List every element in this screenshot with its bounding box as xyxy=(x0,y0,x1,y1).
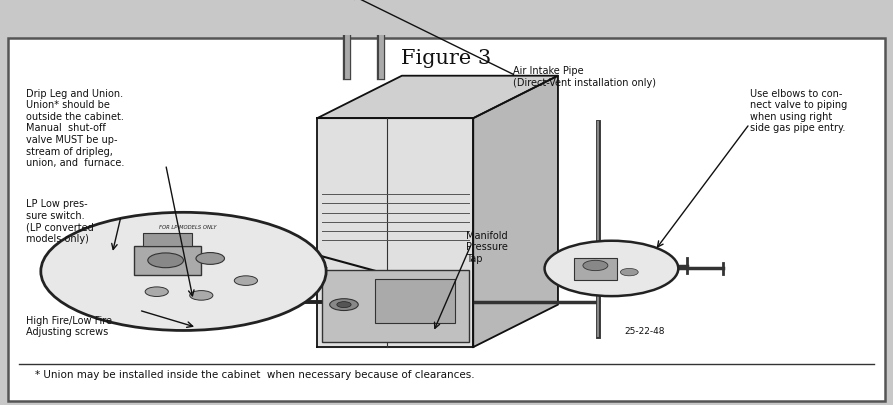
Polygon shape xyxy=(317,118,473,347)
Text: LP Low pres-
sure switch.
(LP converted
models only): LP Low pres- sure switch. (LP converted … xyxy=(26,199,94,244)
Bar xyxy=(135,245,201,275)
Text: Manifold
Pressure
Tap: Manifold Pressure Tap xyxy=(466,231,508,264)
Circle shape xyxy=(337,302,351,307)
Text: Use elbows to con-
nect valve to piping
when using right
side gas pipe entry.: Use elbows to con- nect valve to piping … xyxy=(749,89,847,133)
Circle shape xyxy=(234,276,257,286)
Circle shape xyxy=(148,253,183,268)
Text: Figure 3: Figure 3 xyxy=(401,49,492,68)
Text: High Fire/Low Fire
Adjusting screws: High Fire/Low Fire Adjusting screws xyxy=(26,315,112,337)
Bar xyxy=(375,279,455,323)
Circle shape xyxy=(555,248,641,284)
Circle shape xyxy=(41,212,326,330)
Bar xyxy=(574,258,617,279)
Bar xyxy=(321,270,469,341)
Circle shape xyxy=(575,260,597,269)
Text: Air Intake Pipe
(Direct-Vent installation only): Air Intake Pipe (Direct-Vent installatio… xyxy=(513,66,656,88)
Bar xyxy=(144,232,192,245)
Polygon shape xyxy=(317,76,558,118)
Polygon shape xyxy=(473,76,558,347)
Circle shape xyxy=(583,260,608,271)
Text: Drip Leg and Union.
Union* should be
outside the cabinet.
Manual  shut-off
valve: Drip Leg and Union. Union* should be out… xyxy=(26,89,124,168)
Circle shape xyxy=(189,290,213,300)
Circle shape xyxy=(545,241,679,296)
Circle shape xyxy=(196,253,224,264)
Circle shape xyxy=(621,269,638,276)
Text: * Union may be installed inside the cabinet  when necessary because of clearance: * Union may be installed inside the cabi… xyxy=(35,370,474,380)
Text: FOR LP MODELS ONLY: FOR LP MODELS ONLY xyxy=(159,225,217,230)
Circle shape xyxy=(146,287,168,296)
Circle shape xyxy=(330,299,358,311)
Bar xyxy=(570,257,601,275)
Text: 25-22-48: 25-22-48 xyxy=(625,327,665,336)
